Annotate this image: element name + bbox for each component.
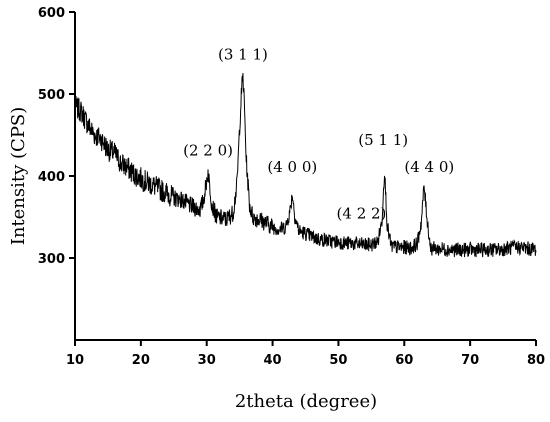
peak-label: (5 1 1)	[358, 131, 408, 149]
x-tick-label: 10	[66, 353, 84, 368]
peak-label: (3 1 1)	[218, 46, 268, 64]
peak-annotations: (2 2 0) (3 1 1) (4 0 0) (4 2 2) (5 1 1) (4 4 …	[183, 46, 454, 223]
peak-label: (4 4 0)	[404, 158, 454, 176]
x-tick-label: 50	[329, 353, 347, 368]
peak-label: (4 0 0)	[267, 158, 317, 176]
x-tick-label: 60	[395, 353, 413, 368]
peak-label: (2 2 0)	[183, 142, 233, 160]
series-line-group	[74, 73, 537, 258]
x-tick-label: 80	[527, 353, 545, 368]
axes	[74, 12, 536, 341]
y-tick-label: 500	[38, 88, 65, 103]
y-tick-label: 300	[38, 252, 65, 267]
series-line	[74, 73, 537, 258]
y-tick-label: 600	[38, 6, 65, 21]
y-axis-title: Intensity (CPS)	[8, 107, 29, 246]
x-axis-title: 2theta (degree)	[235, 391, 377, 412]
x-tick-label: 70	[461, 353, 479, 368]
x-ticks: 10 20 30 40 50 60 70 80	[66, 340, 545, 368]
y-tick-label: 400	[38, 170, 65, 185]
x-tick-label: 20	[132, 353, 150, 368]
peak-label: (4 2 2)	[337, 205, 387, 223]
x-tick-label: 40	[264, 353, 282, 368]
x-tick-label: 30	[198, 353, 216, 368]
y-ticks: 300 400 500 600	[38, 6, 75, 267]
